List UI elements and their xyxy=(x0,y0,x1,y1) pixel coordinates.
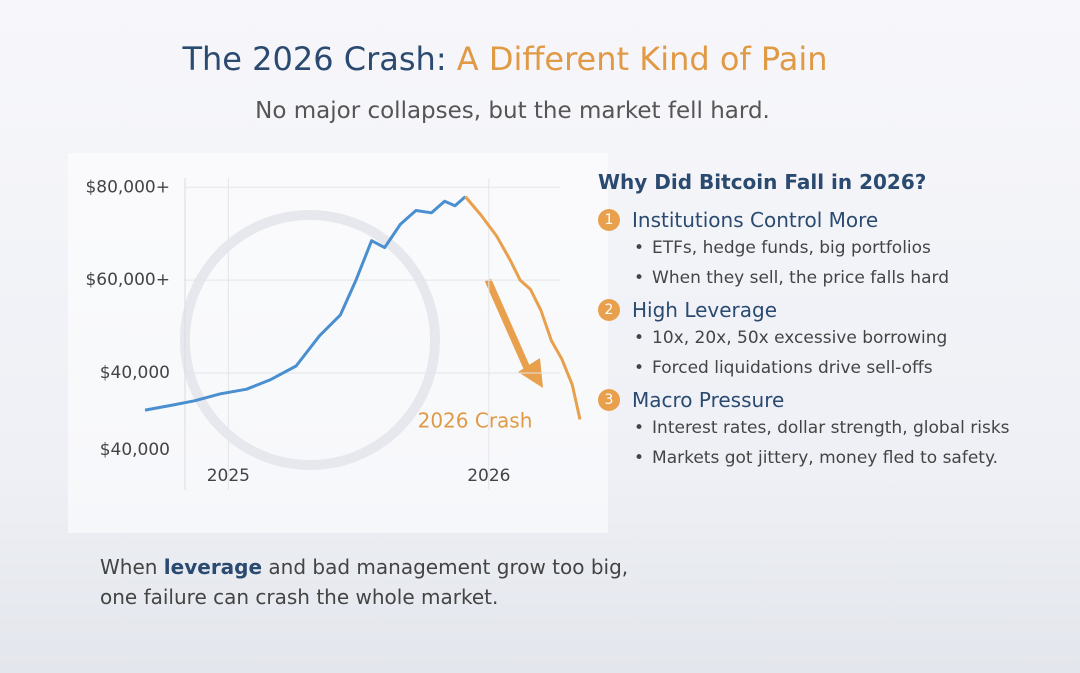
y-tick-label: $40,000 xyxy=(100,363,170,383)
y-tick-label: $80,000+ xyxy=(85,177,170,197)
crash-arrow xyxy=(484,278,534,377)
chart: $80,000+ $60,000+ $40,000 $40,000 2025 2026 20… xyxy=(85,177,582,490)
bullet: ETFs, hedge funds, big portfolios xyxy=(634,238,1068,258)
subtitle: No major collapses, but the market fell … xyxy=(255,98,770,124)
section-title: Macro Pressure xyxy=(632,388,785,412)
section-title-row: 3 Macro Pressure xyxy=(598,388,1068,412)
section-title-row: 1 Institutions Control More xyxy=(598,208,1068,232)
section-title: High Leverage xyxy=(632,298,778,322)
y-tick-label: $60,000+ xyxy=(85,270,170,290)
bullet: 10x, 20x, 50x excessive borrowing xyxy=(634,328,1068,348)
number-badge: 1 xyxy=(598,209,620,231)
footer: When leverage and bad management grow to… xyxy=(100,552,628,612)
bullet: Interest rates, dollar strength, global … xyxy=(634,418,1068,438)
x-tick-label: 2025 xyxy=(207,466,250,486)
section: 2 High Leverage 10x, 20x, 50x excessive bo… xyxy=(598,298,1068,378)
section-title-row: 2 High Leverage xyxy=(598,298,1068,322)
annotation: 2026 Crash xyxy=(418,409,533,433)
title-highlight: A Different Kind of Pain xyxy=(456,40,828,78)
bullet: Markets got jittery, money fled to safet… xyxy=(634,448,1068,468)
section: 1 Institutions Control More ETFs, hedge fu… xyxy=(598,208,1068,288)
price-line xyxy=(464,195,582,420)
sidebar: Why Did Bitcoin Fall in 2026? 1 Instituti… xyxy=(598,170,1068,478)
footer-bold: leverage xyxy=(163,555,263,579)
sidebar-heading: Why Did Bitcoin Fall in 2026? xyxy=(598,170,927,194)
number-badge: 3 xyxy=(598,389,620,411)
section: 3 Macro Pressure Interest rates, dollar st… xyxy=(598,388,1068,468)
bullet: Forced liquidations drive sell-offs xyxy=(634,358,1068,378)
number-badge: 2 xyxy=(598,299,620,321)
y-baseline-label: $40,000 xyxy=(100,440,170,460)
x-tick-label: 2026 xyxy=(467,466,510,486)
title: The 2026 Crash: A Different Kind of Pain xyxy=(0,40,1010,78)
footer-text: and bad management grow too big, xyxy=(268,555,629,579)
footer-text: When xyxy=(100,555,158,579)
bullet: When they sell, the price falls hard xyxy=(634,268,1068,288)
price-line xyxy=(144,195,467,412)
footer-text: one failure can crash the whole market. xyxy=(100,585,499,609)
watermark xyxy=(180,210,440,470)
section-title: Institutions Control More xyxy=(632,208,879,232)
title-text: The 2026 Crash: xyxy=(182,40,447,78)
